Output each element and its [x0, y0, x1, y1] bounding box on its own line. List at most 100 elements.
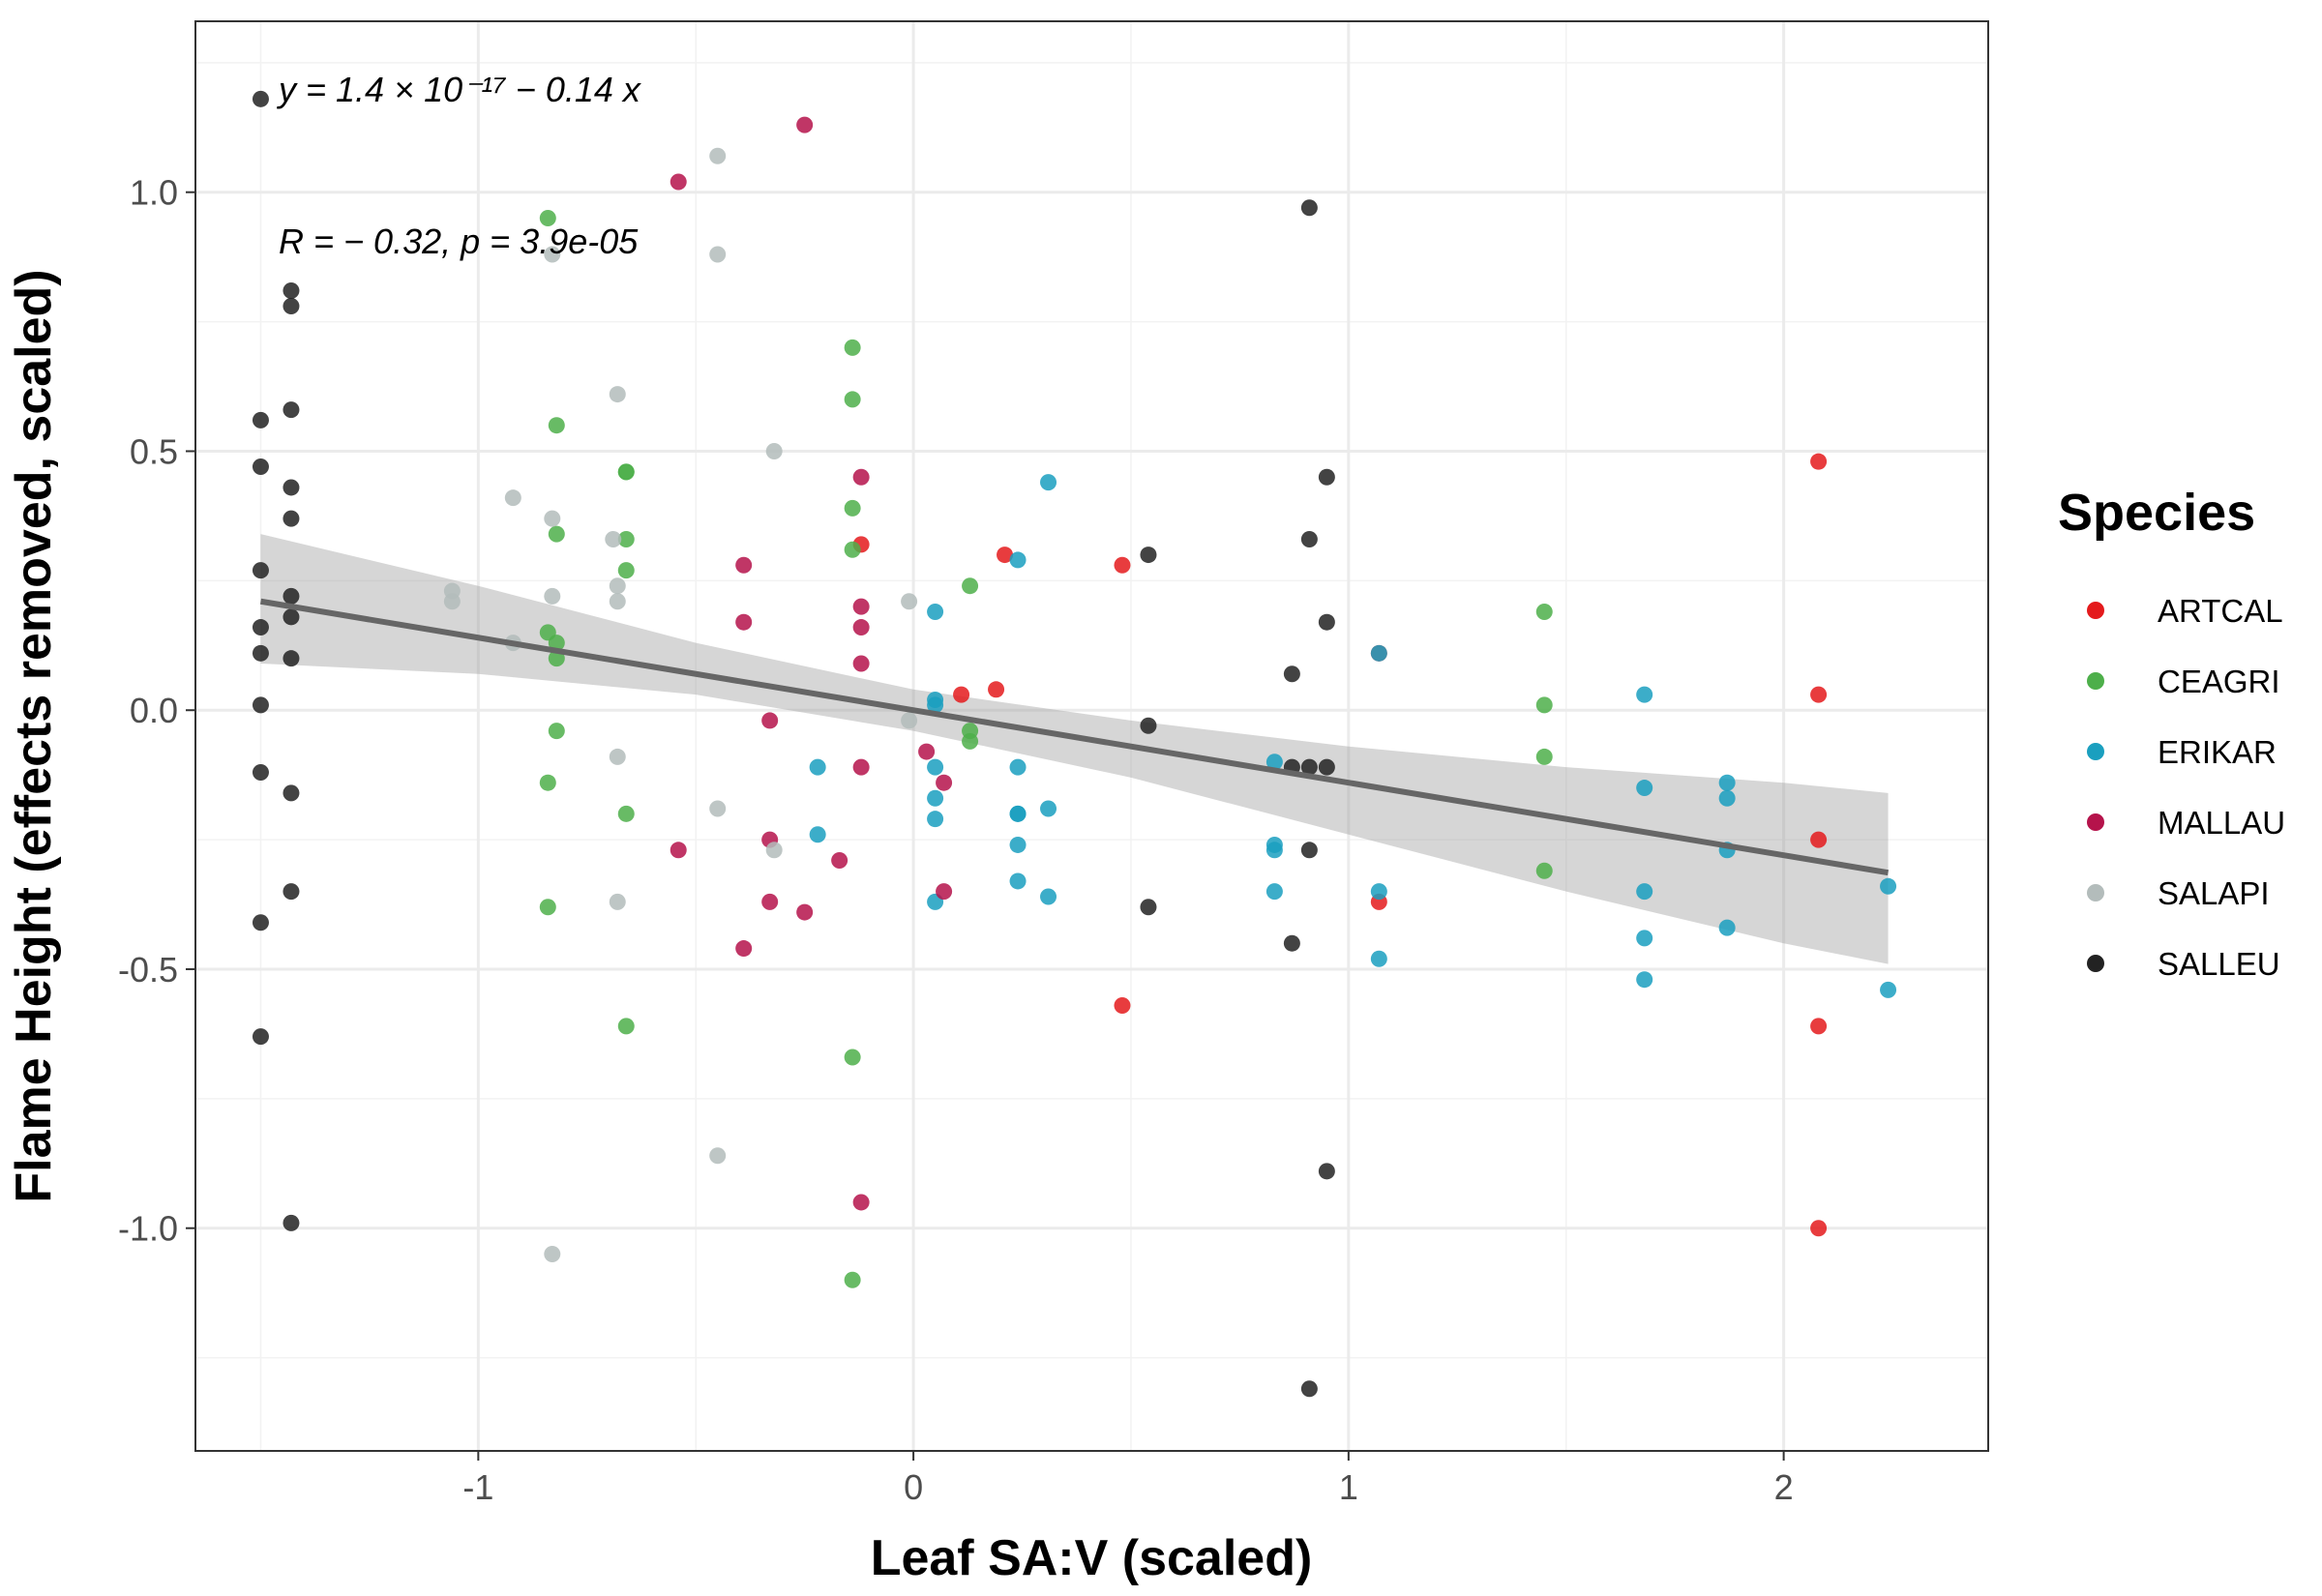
data-point [548, 417, 565, 434]
data-point [605, 531, 622, 548]
data-point [609, 386, 626, 403]
y-axis-title: Flame Height (effects removed, scaled) [6, 269, 62, 1202]
y-tick-label: 1.0 [130, 173, 178, 213]
data-point [1810, 453, 1828, 470]
data-point [1283, 934, 1300, 952]
legend-label: ARTCAL [2158, 593, 2283, 629]
data-point [918, 743, 936, 760]
data-point [1535, 862, 1553, 879]
data-point [1810, 831, 1828, 848]
data-point [283, 298, 300, 315]
axis-ticks: -1 0 1 2 -1.0 -0.5 0.0 0.5 1.0 [118, 173, 1794, 1507]
data-point [670, 173, 687, 191]
legend-label: MALLAU [2158, 805, 2285, 841]
data-point [901, 593, 918, 610]
data-point [544, 1246, 561, 1263]
legend-label: SALLEU [2158, 946, 2280, 982]
data-point [831, 852, 848, 870]
data-point [809, 758, 826, 776]
data-point [927, 811, 944, 828]
data-point [1718, 919, 1736, 936]
legend-item-erikar: ERIKAR [2087, 734, 2277, 770]
data-point [844, 499, 861, 517]
data-point [283, 281, 300, 299]
series-salleu [252, 90, 1335, 1398]
data-point [1009, 836, 1027, 853]
data-point [539, 774, 556, 791]
data-point [927, 696, 944, 714]
data-point [1318, 1163, 1335, 1180]
data-point [735, 940, 753, 958]
data-point [1009, 758, 1027, 776]
data-point [809, 826, 826, 843]
data-point [1140, 547, 1157, 564]
data-point [544, 510, 561, 527]
data-point [617, 562, 635, 579]
data-point [1718, 774, 1736, 791]
data-point [617, 1018, 635, 1035]
data-point [1300, 531, 1318, 548]
confidence-band [260, 534, 1889, 964]
data-point [548, 525, 565, 543]
data-point [1300, 199, 1318, 217]
data-point [1300, 758, 1318, 776]
data-point [609, 577, 626, 595]
data-point [548, 635, 565, 652]
legend: Species ARTCAL CEAGRI ERIKAR MALLAU SALAPI SA… [2058, 484, 2285, 982]
data-point [844, 541, 861, 558]
data-point [1636, 971, 1653, 989]
data-point [609, 593, 626, 610]
data-point [1636, 883, 1653, 901]
data-point [252, 562, 269, 579]
plot-panel [195, 21, 1988, 1451]
data-point [852, 468, 870, 486]
x-tick-label: 0 [904, 1467, 923, 1507]
data-point [548, 723, 565, 740]
data-point [1265, 754, 1283, 771]
legend-item-ceagri: CEAGRI [2087, 664, 2280, 699]
data-point [670, 842, 687, 859]
data-point [544, 587, 561, 605]
data-point [252, 458, 269, 476]
legend-item-salapi: SALAPI [2087, 875, 2270, 911]
y-tick-label: 0.5 [130, 431, 178, 471]
y-tick-label: -1.0 [118, 1209, 178, 1249]
data-point [539, 209, 556, 226]
data-point [617, 463, 635, 481]
data-point [617, 531, 635, 548]
data-point [283, 479, 300, 496]
data-point [927, 789, 944, 807]
major-gridlines [195, 21, 1988, 1451]
y-tick-label: -0.5 [118, 950, 178, 990]
data-point [709, 246, 727, 263]
data-point [252, 619, 269, 636]
data-point [1009, 805, 1027, 822]
data-point [844, 1271, 861, 1288]
regression-line-group [259, 598, 1890, 876]
legend-label: ERIKAR [2158, 734, 2277, 770]
data-point [1300, 842, 1318, 859]
legend-key [2087, 743, 2104, 760]
data-point [443, 593, 461, 610]
data-point [1636, 780, 1653, 797]
data-point [1040, 474, 1057, 491]
data-point [252, 763, 269, 781]
data-point [539, 899, 556, 916]
data-point [1370, 950, 1387, 967]
x-tick-label: 1 [1339, 1467, 1358, 1507]
data-point [852, 758, 870, 776]
stats-annotation: R = − 0.32, p = 3.9e-05 [279, 222, 639, 261]
data-point [1318, 613, 1335, 631]
data-point [1880, 877, 1897, 895]
series-mallau [670, 116, 953, 1211]
data-point [252, 696, 269, 714]
data-point [252, 1028, 269, 1046]
data-point [617, 805, 635, 822]
data-point [1300, 1380, 1318, 1398]
data-point [709, 1147, 727, 1165]
legend-items: ARTCAL CEAGRI ERIKAR MALLAU SALAPI SALLEU [2087, 593, 2285, 982]
data-point [852, 1194, 870, 1211]
data-point [852, 598, 870, 615]
data-point [252, 411, 269, 429]
series-ceagri [539, 209, 1553, 1288]
